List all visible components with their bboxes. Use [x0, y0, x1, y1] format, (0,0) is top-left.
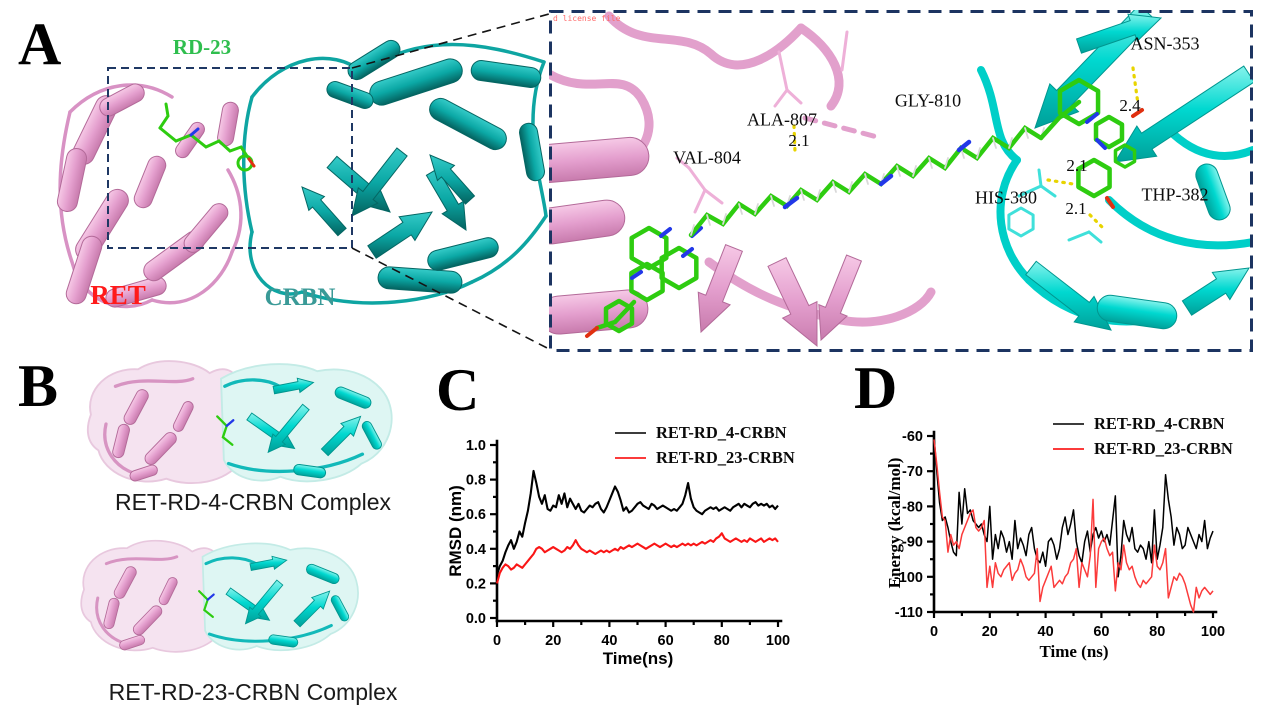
svg-text:-60: -60	[902, 429, 923, 445]
svg-text:0: 0	[930, 624, 938, 640]
complex-rd4-image	[86, 359, 394, 485]
residue-label-thp382: THP-382	[1141, 184, 1209, 205]
distance-label-his380-lower: 2.1	[1065, 199, 1087, 218]
panel-c-letter: C	[436, 357, 480, 423]
rmsd-legend-row-rd23: RET-RD_23-CRBN	[615, 448, 795, 467]
svg-text:60: 60	[1093, 624, 1109, 640]
svg-text:40: 40	[601, 633, 617, 649]
ret-protein-cartoon	[56, 83, 243, 309]
residue-label-his380: HIS-380	[975, 187, 1037, 208]
rd23-ligand-sticks	[158, 102, 256, 172]
energy-y-axis-title: Energy (kcal/mol)	[885, 457, 904, 589]
energy-legend-label-rd23: RET-RD_23-CRBN	[1094, 439, 1233, 458]
svg-text:-110: -110	[895, 605, 923, 621]
svg-text:0: 0	[493, 633, 501, 649]
energy-legend-row-rd23: RET-RD_23-CRBN	[1053, 439, 1233, 458]
inset-dashed-border	[549, 10, 1253, 352]
ligand-rd23-label: RD-23	[172, 35, 232, 59]
binding-site-inset: d license file VAL-804 ALA-807 GLY-810 A…	[549, 10, 1253, 352]
rmsd-x-axis-title: Time(ns)	[602, 649, 674, 668]
svg-text:60: 60	[658, 633, 674, 649]
binding-site-art	[549, 10, 1253, 352]
residue-label-asn353: ASN-353	[1130, 33, 1200, 54]
panel-b-letter: B	[18, 353, 59, 419]
svg-text:100: 100	[1201, 624, 1225, 640]
residue-label-gly810: GLY-810	[894, 90, 962, 111]
svg-text:80: 80	[714, 633, 730, 649]
svg-text:1.0: 1.0	[466, 438, 486, 454]
rmsd-legend-label-rd23: RET-RD_23-CRBN	[656, 448, 795, 467]
svg-text:0.0: 0.0	[466, 611, 486, 627]
energy-legend-label-rd4: RET-RD_4-CRBN	[1094, 414, 1225, 433]
pymol-watermark-text: d license file	[553, 14, 621, 23]
panel-d-letter: D	[854, 355, 898, 421]
hydrogen-bond-dashes	[792, 66, 1140, 229]
crbn-protein-cartoon	[242, 39, 548, 305]
svg-text:40: 40	[1038, 624, 1054, 640]
rd23-ligand-detail-sticks	[585, 77, 1144, 338]
panel-a-letter: A	[18, 11, 62, 77]
distance-label-ala807: 2.1	[788, 131, 810, 150]
svg-text:100: 100	[766, 633, 790, 649]
svg-text:20: 20	[545, 633, 561, 649]
rmsd-legend-row-rd4: RET-RD_4-CRBN	[615, 423, 787, 442]
complex-rd23-caption: RET-RD-23-CRBN Complex	[108, 679, 398, 705]
svg-text:-80: -80	[902, 499, 923, 515]
energy-legend-line-red	[1053, 448, 1084, 450]
svg-text:0.4: 0.4	[466, 542, 486, 558]
complex-rd4-caption: RET-RD-4-CRBN Complex	[114, 489, 392, 515]
distance-label-his380-upper: 2.1	[1066, 156, 1088, 175]
svg-text:-90: -90	[902, 535, 923, 551]
svg-text:0.6: 0.6	[466, 507, 486, 523]
panel-b-complexes-art	[79, 359, 394, 654]
zoom-connector-lines	[351, 13, 552, 351]
svg-text:20: 20	[982, 624, 998, 640]
residue-label-val804: VAL-804	[673, 147, 741, 168]
crbn-pocket-cartoon	[977, 10, 1253, 331]
energy-legend-line-black	[1053, 423, 1084, 425]
distance-label-asn353: 2.4	[1119, 96, 1141, 115]
rmsd-legend-label-rd4: RET-RD_4-CRBN	[656, 423, 787, 442]
rmsd-chart-plot: 0.0 0.2 0.4 0.6 0.8 1.0 0 20 40 60 80 100	[466, 438, 790, 649]
rmsd-legend-line-black	[615, 432, 646, 434]
svg-text:0.2: 0.2	[466, 576, 486, 592]
ret-label: RET	[90, 280, 146, 310]
panel-a-structure-art	[56, 13, 552, 351]
rmsd-legend-line-red	[615, 457, 646, 459]
rmsd-y-axis-title: RMSD (nm)	[446, 485, 465, 577]
svg-text:0.8: 0.8	[466, 473, 486, 489]
residue-label-ala807: ALA-807	[747, 109, 817, 130]
crbn-label: CRBN	[264, 284, 336, 311]
complex-rd23-image	[79, 538, 360, 654]
energy-x-axis-title: Time (ns)	[1039, 642, 1109, 661]
svg-text:-70: -70	[902, 464, 923, 480]
energy-legend-row-rd4: RET-RD_4-CRBN	[1053, 414, 1225, 433]
zoom-region-box	[107, 67, 353, 249]
svg-text:80: 80	[1149, 624, 1165, 640]
